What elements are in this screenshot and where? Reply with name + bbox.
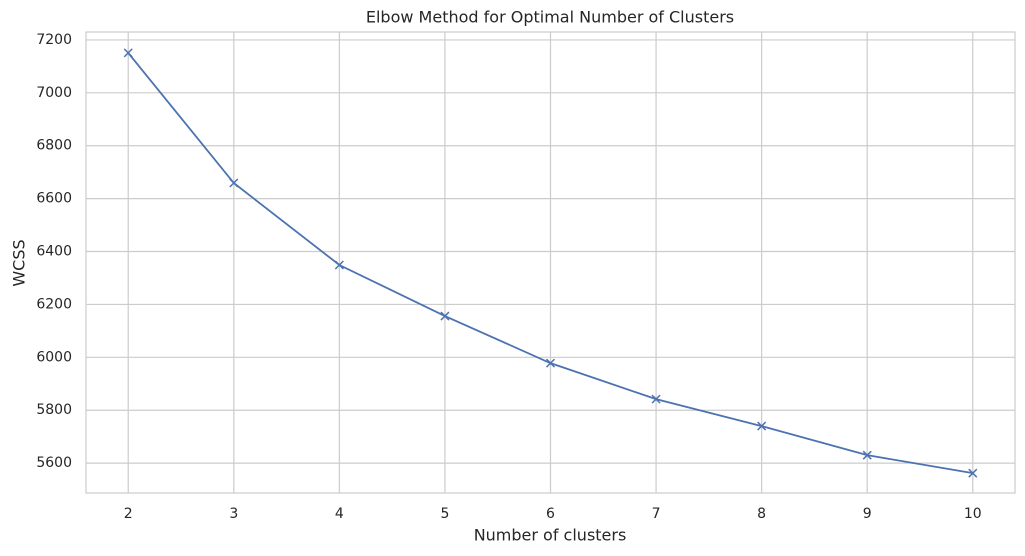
y-tick-label: 6200 <box>36 296 72 312</box>
y-tick-label: 6400 <box>36 244 72 260</box>
x-tick-label: 3 <box>229 506 238 522</box>
data-marker <box>968 468 978 478</box>
y-tick-label: 6000 <box>36 349 72 365</box>
plot-frame <box>85 31 1016 494</box>
y-tick-label: 5600 <box>36 455 72 471</box>
data-marker <box>229 178 239 188</box>
x-tick-label: 4 <box>335 506 344 522</box>
marker-stroke <box>440 311 450 321</box>
marker-stroke <box>651 394 661 404</box>
data-marker <box>862 450 872 460</box>
x-axis-label: Number of clusters <box>474 526 627 545</box>
x-tick-label: 10 <box>964 506 982 522</box>
data-marker <box>440 311 450 321</box>
y-tick-label: 7000 <box>36 85 72 101</box>
data-marker <box>334 260 344 270</box>
x-tick-label: 5 <box>440 506 449 522</box>
y-tick-label: 6800 <box>36 138 72 154</box>
marker-stroke <box>123 48 133 58</box>
marker-stroke <box>229 178 239 188</box>
data-marker <box>651 394 661 404</box>
y-tick-label: 5800 <box>36 402 72 418</box>
chart-title: Elbow Method for Optimal Number of Clust… <box>366 8 734 27</box>
y-tick-label: 7200 <box>36 32 72 48</box>
data-marker <box>757 421 767 431</box>
x-tick-label: 7 <box>652 506 661 522</box>
marker-stroke <box>334 260 344 270</box>
marker-stroke <box>968 468 978 478</box>
x-tick-label: 8 <box>757 506 766 522</box>
y-axis-label: WCSS <box>10 239 29 286</box>
x-tick-label: 2 <box>124 506 133 522</box>
marker-stroke <box>862 450 872 460</box>
data-marker <box>123 48 133 58</box>
data-marker <box>545 358 556 368</box>
y-tick-label: 6600 <box>36 191 72 207</box>
marker-stroke <box>757 421 767 431</box>
x-tick-label: 6 <box>546 506 555 522</box>
x-tick-label: 9 <box>863 506 872 522</box>
marker-stroke <box>545 358 556 368</box>
